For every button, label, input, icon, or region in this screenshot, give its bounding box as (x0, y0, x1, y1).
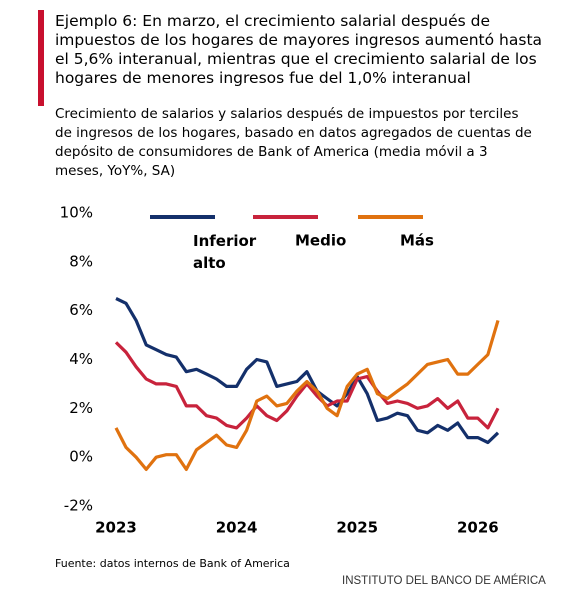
y-tick-label: 2% (69, 399, 93, 417)
y-tick-label: 8% (69, 252, 93, 270)
chart-subtitle: Crecimiento de salarios y salarios despu… (55, 106, 532, 179)
accent-bar (38, 10, 44, 106)
chart-title: Ejemplo 6: En marzo, el crecimiento sala… (55, 12, 543, 87)
legend-label: Inferior alto (193, 232, 257, 272)
y-tick-label: 4% (69, 350, 93, 368)
x-tick-label: 2023 (95, 519, 137, 537)
series-line (115, 297, 500, 445)
series-line (114, 341, 500, 430)
chart: -2% 0% 2% 4% 6% 8% 10% 2023 2024 2025 2026 Inferior… (60, 204, 500, 537)
source: Fuente: datos internos de Bank of Americ… (55, 557, 290, 570)
y-tick-label: 0% (69, 448, 93, 466)
y-tick-label: 6% (69, 301, 93, 319)
footer: INSTITUTO DEL BANCO DE AMÉRICA (342, 575, 546, 587)
y-tick-label: 10% (60, 204, 93, 222)
series-line (114, 319, 500, 471)
x-tick-label: 2024 (216, 519, 258, 537)
x-tick-label: 2026 (457, 519, 499, 537)
y-tick-label: -2% (64, 497, 93, 515)
legend-label: Medio (295, 232, 346, 250)
legend-label: Más (400, 232, 434, 250)
x-tick-label: 2025 (336, 519, 378, 537)
